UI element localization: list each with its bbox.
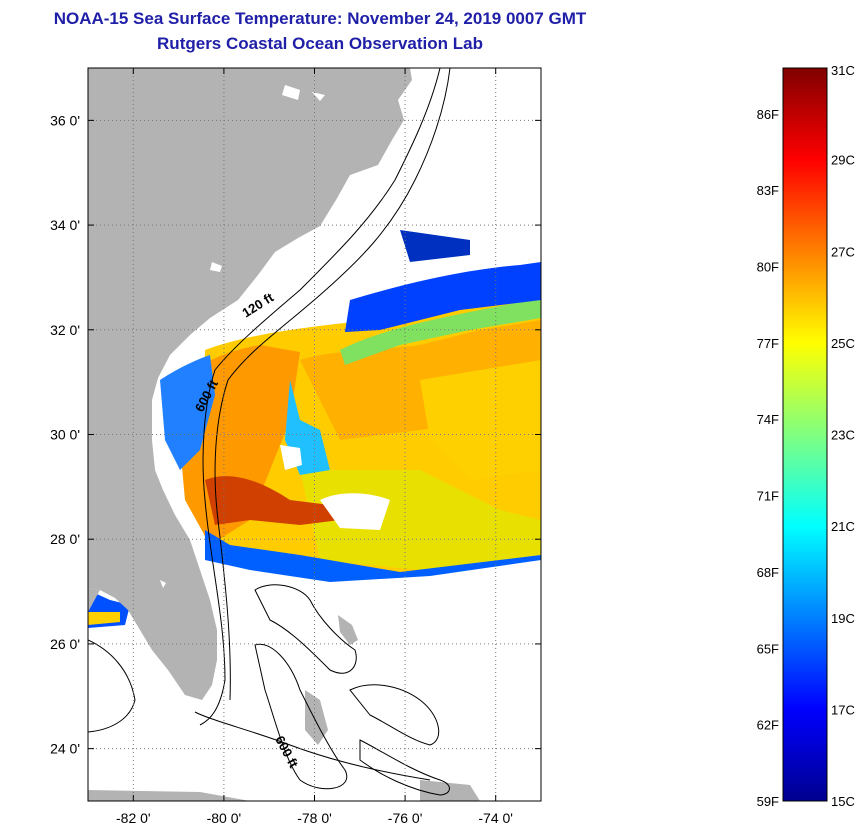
colorbar-fahrenheit-label: 86F (757, 107, 779, 122)
land (88, 68, 480, 801)
lon-tick-label: -74 0' (478, 810, 513, 826)
map-subtitle: Rutgers Coastal Ocean Observation Lab (157, 34, 483, 53)
colorbar-labels: 31C 29C 27C 25C 23C 21C 19C 17C 15C 86F 83F 80F 77F 7… (757, 63, 855, 809)
lat-tick-label: 26 0' (50, 636, 80, 652)
lon-tick-label: -78 0' (297, 810, 332, 826)
colorbar-celsius-label: 15C (831, 794, 855, 809)
inland-water (160, 85, 325, 588)
colorbar-celsius-label: 19C (831, 611, 855, 626)
colorbar-fahrenheit-label: 59F (757, 794, 779, 809)
colorbar-celsius-label: 27C (831, 244, 855, 259)
lat-tick-label: 28 0' (50, 531, 80, 547)
colorbar-celsius-label: 23C (831, 428, 855, 443)
colorbar-celsius-label: 29C (831, 153, 855, 168)
colorbar-fahrenheit-label: 65F (757, 641, 779, 656)
lat-tick-label: 36 0' (50, 112, 80, 128)
colorbar-fahrenheit-label: 80F (757, 260, 779, 275)
lon-tick-label: -82 0' (116, 810, 151, 826)
colorbar-fahrenheit-label: 77F (757, 336, 779, 351)
colorbar-celsius-label: 21C (831, 519, 855, 534)
colorbar-celsius-label: 25C (831, 336, 855, 351)
lat-tick-label: 32 0' (50, 322, 80, 338)
contour-label: 600 ft (272, 733, 302, 771)
colorbar-fahrenheit-label: 74F (757, 412, 779, 427)
colorbar-fahrenheit-label: 83F (757, 183, 779, 198)
colorbar-celsius-label: 31C (831, 63, 855, 78)
lat-tick-label: 34 0' (50, 217, 80, 233)
lat-tick-label: 30 0' (50, 427, 80, 443)
lon-tick-label: -76 0' (388, 810, 423, 826)
colorbar-fahrenheit-label: 71F (757, 489, 779, 504)
map-title: NOAA-15 Sea Surface Temperature: Novembe… (53, 9, 587, 28)
colorbar (782, 67, 828, 802)
colorbar-fahrenheit-label: 62F (757, 718, 779, 733)
lon-tick-label: -80 0' (207, 810, 242, 826)
sst-swath (88, 230, 541, 628)
colorbar-fahrenheit-label: 68F (757, 565, 779, 580)
lat-tick-label: 24 0' (50, 741, 80, 757)
colorbar-celsius-label: 17C (831, 702, 855, 717)
contour-label: 120 ft (239, 289, 276, 320)
axis-ticks: -82 0' -80 0' -78 0' -76 0' -74 0' 36 0' 34 0'… (50, 68, 541, 826)
